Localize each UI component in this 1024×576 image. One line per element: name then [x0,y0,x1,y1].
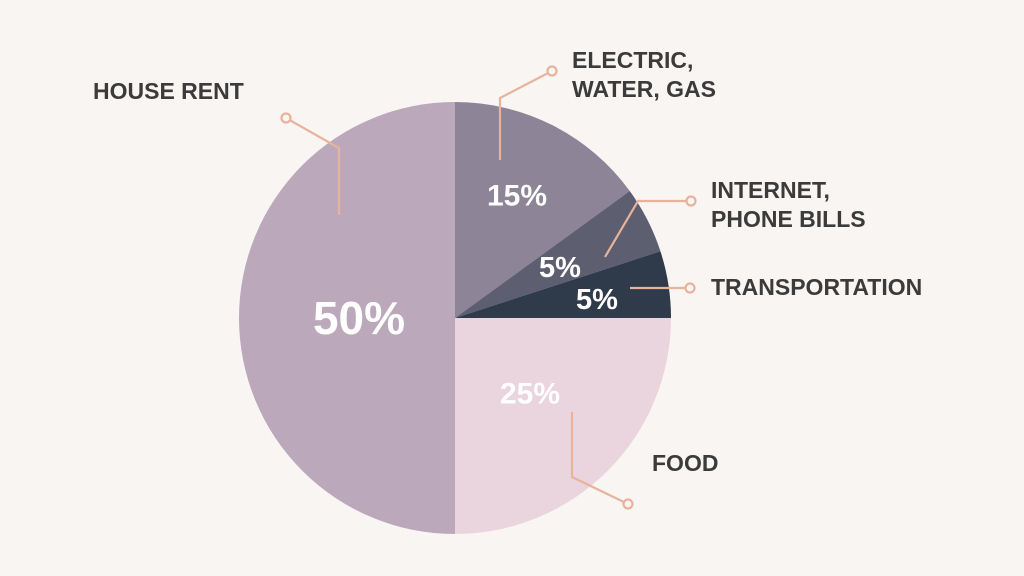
category-label-line: HOUSE RENT [93,78,244,104]
value-label-house-rent: 50% [313,292,405,344]
category-label-line: FOOD [652,450,718,476]
category-label-electric-water-gas: ELECTRIC, WATER, GAS [572,47,716,102]
category-label-internet-phone-bills: INTERNET, PHONE BILLS [711,177,866,232]
value-label-electric-water-gas: 15% [487,180,547,213]
value-label-food: 25% [500,378,560,411]
slice-food [455,318,671,534]
slice-electric-water-gas [455,102,630,318]
category-label-line: PHONE BILLS [711,206,866,232]
leader-line-electric-water-gas [498,70,553,160]
category-labels-layer: ELECTRIC, WATER, GAS INTERNET, PHONE BILLS T… [93,47,922,476]
leader-dot-internet-phone-bills [685,195,697,207]
slices-layer [239,102,671,534]
value-labels-layer: 15% 5%5% 25% 50% [313,180,618,411]
category-label-line: ELECTRIC, [572,47,693,73]
leader-line-food [570,412,629,505]
slice-internet-phone-bills [455,191,661,318]
category-label-food: FOOD [652,450,718,476]
category-label-transportation: TRANSPORTATION [711,274,922,300]
category-label-house-rent: HOUSE RENT [93,78,244,104]
category-label-line: TRANSPORTATION [711,274,922,300]
leader-line-internet-phone-bills [604,199,691,258]
slice-transportation [455,251,671,318]
value-label-transportation: 5% [576,284,618,316]
slice-house-rent [239,102,455,534]
leader-dot-food [622,498,634,510]
leader-dot-house-rent [280,112,292,124]
leaders-layer [280,65,697,510]
leader-line-house-rent [285,117,341,215]
value-label-internet-phone-bills: 5% [539,252,581,284]
leader-dot-electric-water-gas [546,65,558,77]
category-label-line: WATER, GAS [572,76,716,102]
category-label-line: INTERNET, [711,177,830,203]
leader-dot-transportation [684,282,696,294]
